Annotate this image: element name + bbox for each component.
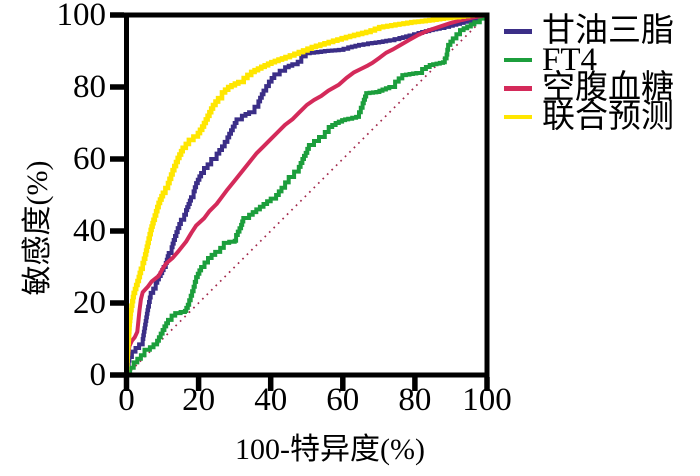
- y-tick-label: 80: [73, 69, 106, 105]
- legend-label-fasting-glucose: 空腹血糖: [542, 70, 674, 106]
- y-tick-label: 40: [73, 213, 106, 249]
- legend-label-ft4: FT4: [542, 41, 598, 78]
- legend-label-combined-prediction: 联合预测: [542, 98, 674, 135]
- y-axis-title: 敏感度(%): [21, 160, 54, 296]
- legend-item-triglycerides: 甘油三脂: [504, 13, 674, 49]
- y-tick-label: 60: [73, 141, 106, 177]
- y-tick-label: 20: [73, 285, 106, 321]
- y-tick-label: 100: [56, 0, 107, 33]
- x-tick-label: 40: [254, 382, 288, 418]
- legend-swatch-triglycerides: [504, 29, 532, 34]
- x-tick-label: 80: [398, 382, 432, 418]
- curve-triglycerides: [125, 14, 489, 377]
- legend-swatch-fasting-glucose: [504, 86, 532, 91]
- y-tick-label: 0: [89, 357, 107, 393]
- x-tick-label: 20: [182, 382, 216, 418]
- x-tick-label: 100: [462, 382, 512, 418]
- chance-diagonal: [125, 14, 488, 376]
- legend-item-ft4: FT4: [504, 41, 674, 78]
- legend-item-combined-prediction: 联合预测: [504, 98, 674, 135]
- curve-ft4: [126, 14, 489, 377]
- legend-item-fasting-glucose: 空腹血糖: [504, 70, 674, 106]
- curve-combined-prediction: [124, 12, 487, 378]
- legend: 甘油三脂 FT4 空腹血糖 联合预测: [504, 13, 674, 135]
- legend-swatch-combined-prediction: [504, 114, 532, 119]
- legend-swatch-ft4: [504, 57, 532, 62]
- x-tick-label: 60: [326, 382, 360, 418]
- plot-border: [124, 12, 490, 378]
- legend-label-triglycerides: 甘油三脂: [542, 13, 674, 49]
- x-axis-title: 100-特异度(%): [235, 433, 425, 466]
- curve-fasting-glucose: [124, 13, 489, 377]
- x-tick-label: 0: [118, 382, 135, 418]
- axis-ticks: [110, 12, 490, 391]
- curve-layer: [124, 12, 489, 378]
